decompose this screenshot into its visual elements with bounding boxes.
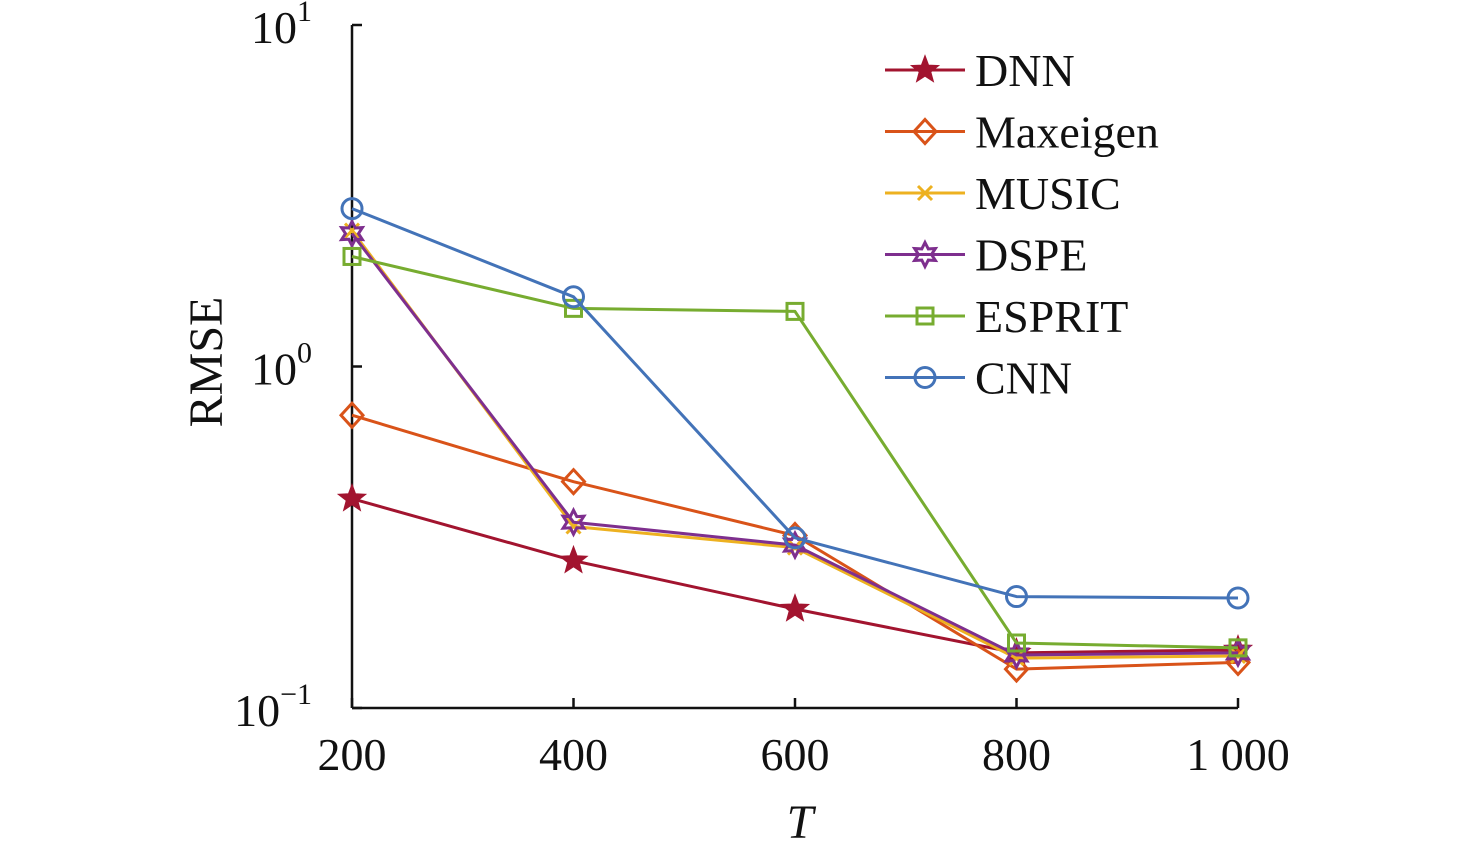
data-point-cnn — [783, 526, 807, 550]
data-point-esprit — [785, 301, 805, 321]
x-tick-label: 800 — [982, 729, 1051, 780]
series-line-cnn — [351, 207, 1239, 600]
series-dnn — [336, 482, 1254, 666]
data-point-maxeigen — [338, 401, 366, 430]
data-point-cnn — [340, 197, 364, 221]
legend-label-cnn: CNN — [975, 353, 1072, 404]
y-axis-title: RMSE — [180, 297, 233, 428]
legend-label-esprit: ESPRIT — [975, 291, 1128, 342]
y-tick-label: 101 — [251, 0, 312, 53]
legend: DNN Maxeigen MUSIC DSPE ESPRIT CNN — [885, 45, 1159, 404]
legend-label-music: MUSIC — [975, 168, 1121, 219]
data-point-dnn — [779, 593, 811, 622]
data-point-cnn — [562, 285, 585, 309]
data-point-dspe — [338, 218, 366, 249]
legend-marker-dnn — [909, 54, 941, 83]
data-point-esprit — [564, 298, 583, 318]
legend-item-cnn: CNN — [885, 353, 1072, 404]
legend-item-maxeigen: Maxeigen — [885, 107, 1159, 158]
series-line-esprit — [351, 255, 1239, 650]
series-line-maxeigen — [351, 413, 1239, 671]
legend-label-maxeigen: Maxeigen — [975, 107, 1159, 158]
data-point-music — [343, 222, 361, 239]
series-layer — [336, 197, 1254, 684]
legend-label-dspe: DSPE — [975, 230, 1087, 281]
legend-marker-esprit — [915, 306, 935, 326]
legend-marker-cnn — [913, 366, 937, 389]
data-point-esprit — [1228, 638, 1248, 658]
series-dspe — [338, 218, 1252, 671]
data-point-dspe — [560, 506, 587, 538]
ticks: 200 400 600 800 1 000 101 100 10−1 — [234, 0, 1290, 780]
y-tick-label: 10−1 — [234, 678, 312, 736]
legend-item-esprit: ESPRIT — [885, 291, 1128, 342]
x-axis-title: T — [787, 796, 817, 849]
series-cnn — [340, 197, 1250, 610]
series-line-dspe — [350, 232, 1239, 657]
legend-marker-maxeigen — [911, 117, 939, 146]
x-tick-label: 1 000 — [1186, 729, 1290, 780]
data-point-dnn — [336, 482, 368, 512]
x-tick-label: 200 — [318, 729, 387, 780]
legend-item-music: MUSIC — [885, 168, 1121, 219]
data-point-cnn — [1005, 585, 1028, 609]
data-point-esprit — [1007, 633, 1026, 653]
legend-label-dnn: DNN — [975, 45, 1075, 96]
x-tick-label: 600 — [761, 729, 830, 780]
data-point-dspe — [1003, 639, 1030, 671]
series-maxeigen — [338, 401, 1252, 684]
data-point-dnn — [558, 544, 589, 574]
data-point-maxeigen — [1003, 654, 1030, 684]
legend-item-dspe: DSPE — [885, 230, 1087, 281]
y-tick-label: 100 — [251, 337, 312, 395]
legend-marker-music — [916, 184, 934, 202]
data-point-maxeigen — [560, 467, 587, 496]
legend-item-dnn: DNN — [885, 45, 1075, 96]
x-tick-label: 400 — [539, 729, 608, 780]
data-point-cnn — [1226, 586, 1250, 610]
data-point-esprit — [342, 246, 362, 266]
legend-marker-dspe — [911, 239, 939, 270]
series-esprit — [342, 246, 1248, 658]
